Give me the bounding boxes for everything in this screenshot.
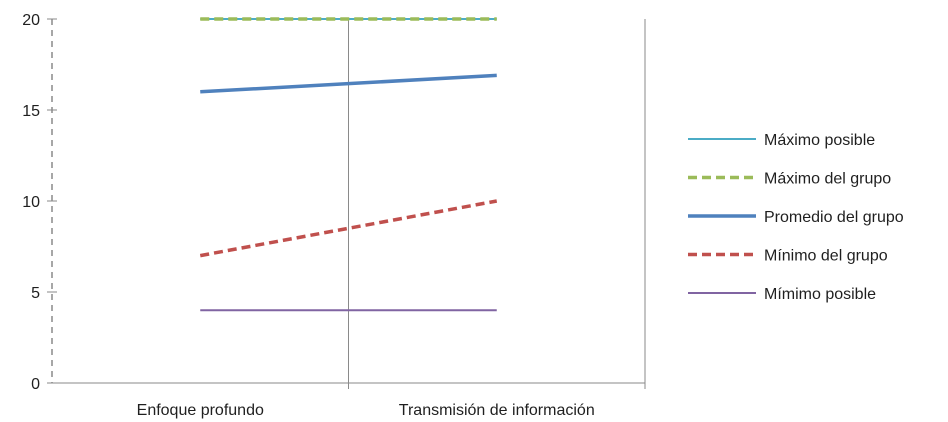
y-tick-label: 5 [31, 285, 40, 302]
y-tick-label: 20 [22, 12, 40, 29]
legend: Máximo posible Máximo del grupo Promedio d… [688, 132, 904, 303]
legend-label: Mínimo del grupo [764, 248, 888, 265]
x-tick-label: Transmisión de información [399, 402, 595, 419]
x-tick-label: Enfoque profundo [137, 402, 264, 419]
y-tick-label: 0 [31, 376, 40, 393]
y-tick-label: 15 [22, 103, 40, 120]
legend-label: Mímimo posible [764, 286, 876, 303]
axes: 0 5 10 15 20 Enfoque profundo Transmisión de i… [22, 12, 646, 419]
series-layer [199, 17, 498, 312]
legend-label: Promedio del grupo [764, 209, 904, 226]
y-tick-label: 10 [22, 194, 40, 211]
series-line-3 [200, 73, 497, 94]
legend-label: Máximo del grupo [764, 171, 891, 188]
legend-label: Máximo posible [764, 132, 875, 149]
series-line-4 [199, 199, 498, 258]
